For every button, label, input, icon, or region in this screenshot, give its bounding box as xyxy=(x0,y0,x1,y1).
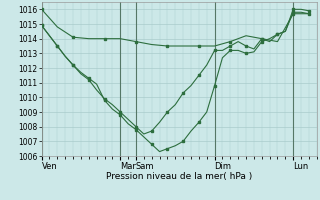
X-axis label: Pression niveau de la mer( hPa ): Pression niveau de la mer( hPa ) xyxy=(106,172,252,181)
